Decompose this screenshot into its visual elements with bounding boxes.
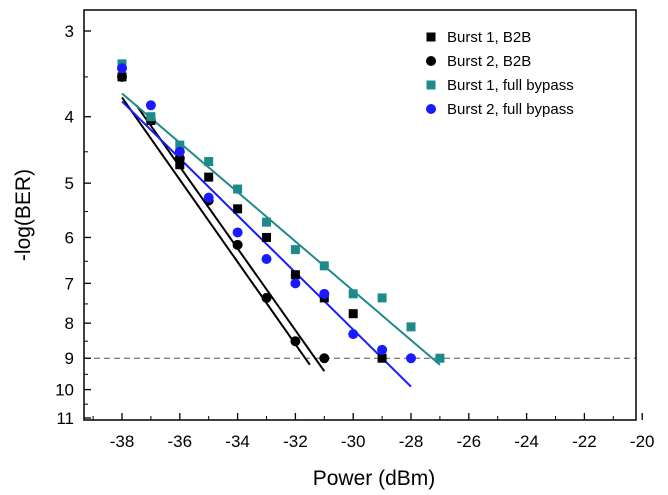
fit-line-burst-1-b2b (121, 96, 311, 366)
fit-line-burst-1-full-bypass (121, 92, 441, 366)
legend-label-burst-2-full-bypass: Burst 2, full bypass (447, 101, 574, 118)
y-tick-label: 11 (56, 409, 74, 428)
legend-label-burst-1-b2b: Burst 1, B2B (447, 29, 531, 46)
y-tick-label: 9 (65, 349, 74, 368)
fit-line-burst-2-full-bypass (121, 100, 412, 388)
x-tick-label: -26 (457, 432, 482, 451)
axis-ticks (84, 30, 643, 420)
y-tick-label: 8 (65, 314, 74, 333)
x-tick-label: -22 (572, 432, 597, 451)
data-point-burst-2-b2b (290, 336, 301, 347)
data-point-burst-1-full-bypass (262, 217, 271, 227)
data-points-layer (117, 59, 445, 364)
data-point-burst-1-b2b (348, 309, 358, 319)
x-axis-title: Power (dBm) (313, 467, 436, 490)
y-tick-label: 10 (55, 381, 74, 400)
x-tick-label: -20 (630, 432, 655, 451)
data-point-burst-1-full-bypass (319, 261, 329, 271)
y-tick-label: 7 (65, 274, 74, 293)
data-point-burst-1-full-bypass (233, 184, 243, 194)
data-point-burst-1-full-bypass (377, 293, 387, 303)
x-tick-label: -28 (399, 432, 424, 451)
data-point-burst-2-full-bypass (406, 353, 416, 364)
data-point-burst-2-b2b (261, 292, 272, 303)
data-point-burst-1-b2b (262, 232, 271, 242)
data-point-burst-2-full-bypass (319, 288, 330, 299)
legend-marker-burst-1-full-bypass (426, 80, 436, 90)
data-point-burst-2-full-bypass (348, 329, 359, 340)
y-tick-label: 4 (65, 108, 74, 127)
data-point-burst-2-full-bypass (290, 278, 301, 289)
data-point-burst-1-b2b (233, 204, 243, 214)
data-point-burst-1-full-bypass (435, 353, 445, 363)
data-point-burst-1-b2b (175, 160, 185, 170)
tick-labels: -38 -36 -34 -32 -30 -28 -26 -24 -22 -20 3 4 5 6 7 8 9 10 1… (55, 22, 654, 451)
x-tick-label: -32 (283, 432, 308, 451)
data-point-burst-1-full-bypass (146, 112, 156, 122)
y-axis-title: -log(BER) (12, 169, 35, 261)
data-point-burst-1-full-bypass (175, 140, 185, 150)
data-point-burst-2-full-bypass (203, 192, 214, 203)
data-point-burst-2-full-bypass (117, 63, 127, 74)
data-point-burst-1-full-bypass (290, 245, 300, 255)
y-tick-label: 3 (65, 22, 74, 41)
legend-marker-burst-2-b2b (426, 56, 436, 66)
data-point-burst-1-full-bypass (406, 322, 416, 332)
x-tick-label: -34 (225, 432, 250, 451)
data-point-burst-2-full-bypass (261, 253, 272, 264)
data-point-burst-2-full-bypass (232, 227, 243, 238)
data-point-burst-2-full-bypass (377, 344, 388, 355)
data-point-burst-1-b2b (204, 172, 214, 182)
data-point-burst-1-b2b (377, 353, 387, 363)
legend-label-burst-1-full-bypass: Burst 1, full bypass (447, 77, 574, 94)
data-point-burst-2-full-bypass (174, 146, 185, 157)
fit-line-burst-2-b2b (135, 104, 326, 372)
data-point-burst-2-b2b (117, 71, 127, 82)
plot-frame (83, 9, 637, 421)
legend: Burst 1, B2B Burst 2, B2B Burst 1, full by… (426, 29, 574, 118)
data-point-burst-2-b2b (319, 353, 330, 364)
y-tick-label: 6 (65, 228, 74, 247)
legend-marker-burst-1-b2b (426, 32, 436, 42)
x-tick-label: -38 (110, 432, 135, 451)
fit-lines-layer (121, 92, 441, 388)
data-point-burst-1-full-bypass (348, 289, 358, 299)
x-tick-label: -36 (168, 432, 193, 451)
x-tick-label: -24 (514, 432, 539, 451)
data-point-burst-1-b2b (290, 270, 300, 280)
data-point-burst-2-full-bypass (145, 100, 156, 111)
legend-label-burst-2-b2b: Burst 2, B2B (447, 53, 531, 70)
data-point-burst-1-full-bypass (204, 157, 214, 167)
legend-marker-burst-2-full-bypass (426, 104, 436, 114)
data-point-burst-2-b2b (232, 239, 243, 250)
y-tick-label: 5 (65, 174, 74, 193)
x-tick-label: -30 (341, 432, 366, 451)
